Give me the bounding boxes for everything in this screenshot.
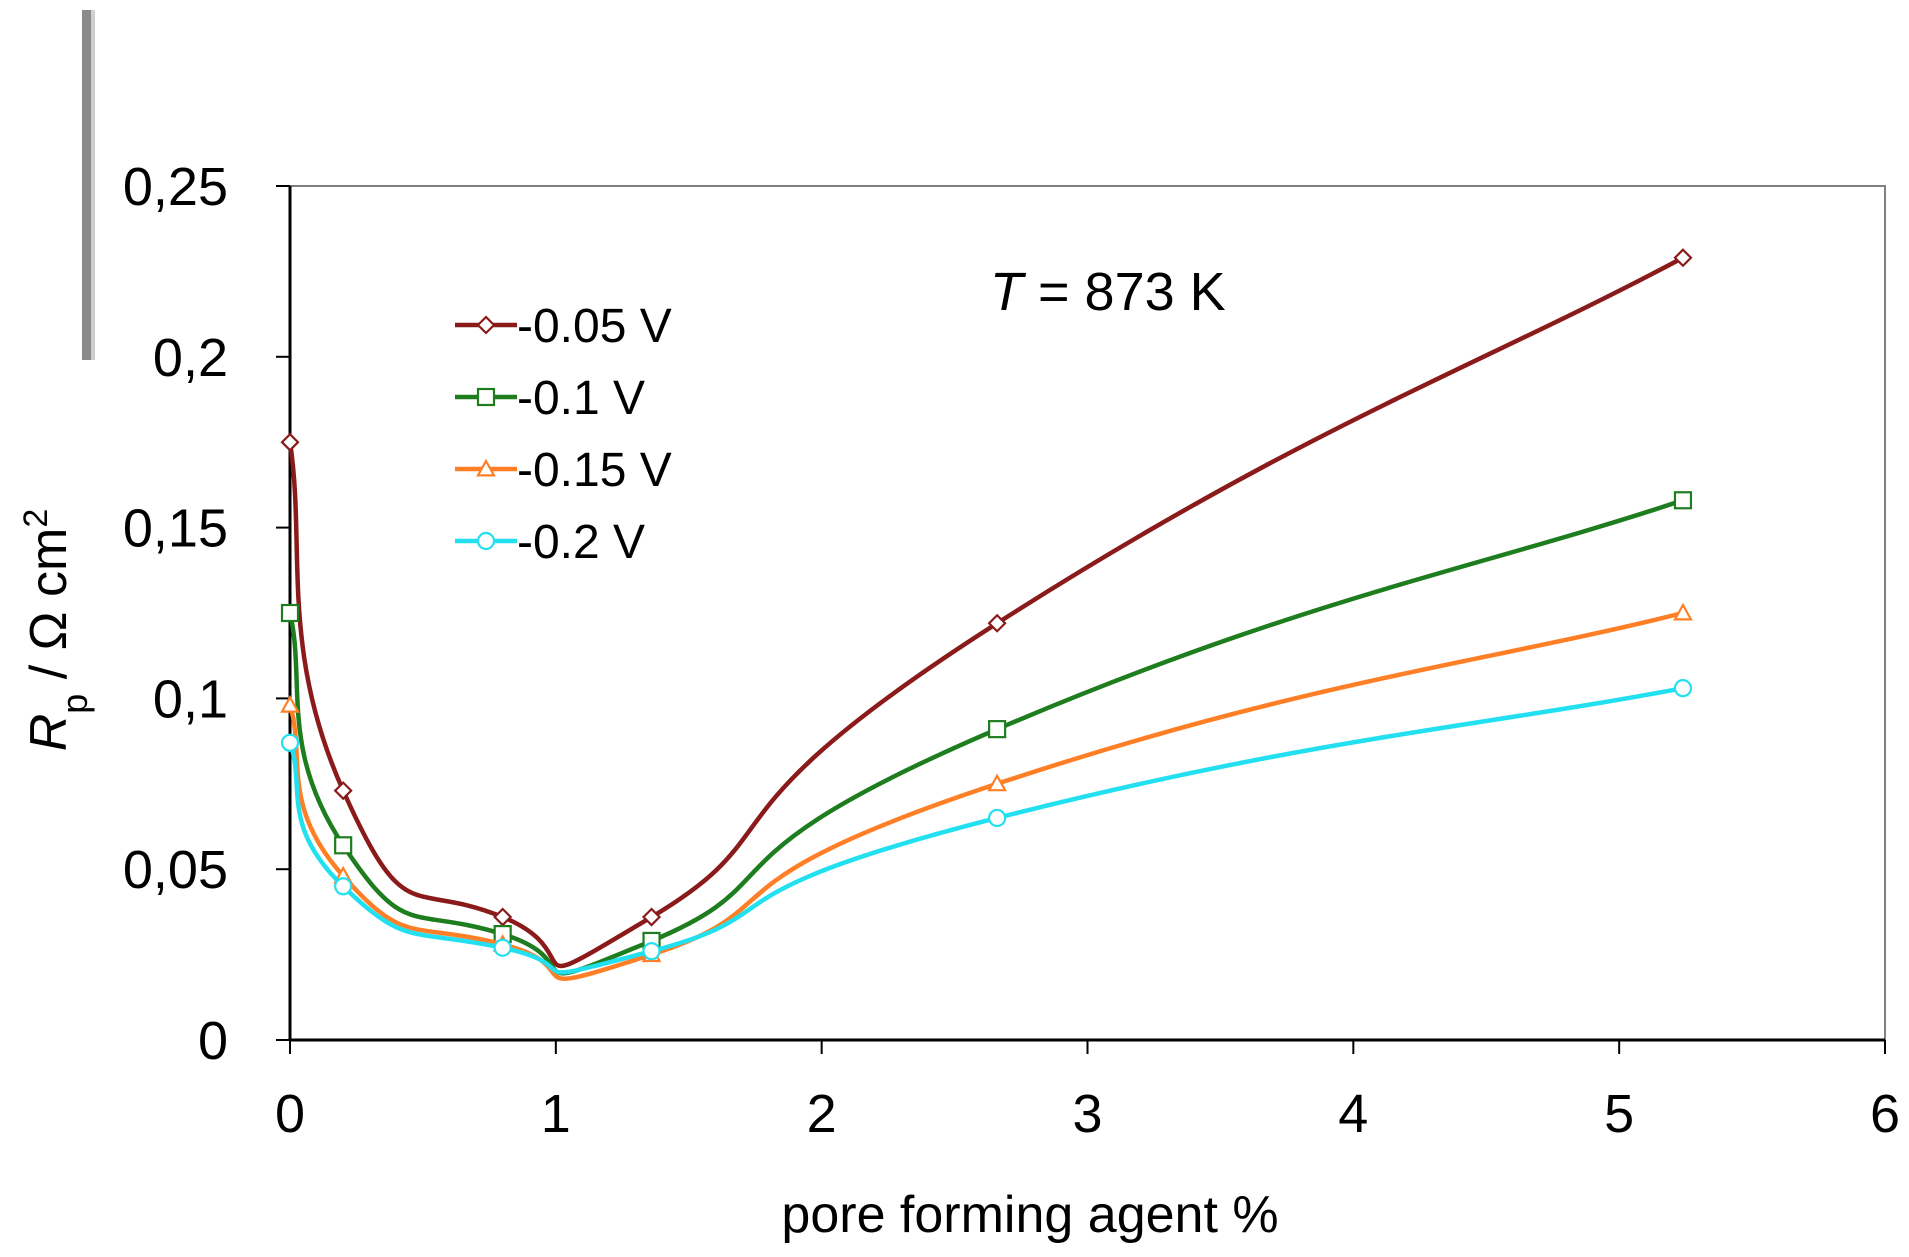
y-title-rest: / Ω cm (20, 528, 78, 694)
data-point (988, 808, 1007, 828)
x-tick-label: 5 (1604, 1084, 1634, 1144)
x-tick-label: 3 (1072, 1084, 1102, 1144)
data-point (493, 938, 512, 957)
data-point (988, 720, 1007, 739)
x-tick-label: 2 (807, 1084, 837, 1144)
data-point (1673, 248, 1693, 268)
data-point (641, 907, 662, 927)
y-title-italic: R (20, 714, 78, 752)
data-point (476, 458, 496, 477)
data-point (334, 836, 353, 855)
legend-item: -0.2 V (455, 516, 645, 569)
data-point (333, 781, 353, 801)
data-point (280, 432, 300, 452)
data-point (476, 531, 496, 551)
legend-label: -0.1 V (517, 372, 645, 425)
data-point (476, 315, 496, 335)
series-line (287, 498, 1684, 976)
legend-item: -0.1 V (455, 372, 645, 425)
x-tick-label: 1 (541, 1084, 571, 1144)
x-tick-label: 0 (275, 1084, 305, 1144)
legend-item: -0.15 V (455, 444, 672, 497)
x-tick-label: 4 (1338, 1084, 1368, 1144)
series-2 (280, 602, 1693, 981)
data-point (280, 603, 300, 623)
series-line (287, 255, 1685, 969)
legend-item: -0.05 V (455, 300, 672, 353)
y-tick-label: 0,2 (153, 328, 228, 388)
data-point (280, 733, 300, 752)
x-axis-title: pore forming agent % (781, 1186, 1278, 1244)
data-point (987, 613, 1007, 633)
data-point (280, 694, 300, 713)
y-axis-title: Rp / Ω cm2 (17, 509, 95, 752)
y-tick-label: 0 (198, 1011, 228, 1071)
data-point (1673, 679, 1693, 698)
decorative-bar (82, 10, 91, 360)
legend-label: -0.2 V (517, 516, 645, 569)
legend-label: -0.05 V (517, 300, 672, 353)
temperature-annotation: T = 873 K (990, 262, 1226, 322)
series-group (280, 248, 1693, 981)
data-point (476, 387, 496, 407)
y-tick-label: 0,15 (123, 499, 228, 559)
annotation-italic: T (990, 262, 1027, 322)
data-point (334, 877, 353, 896)
legend: -0.05 V -0.1 V -0.15 V -0.2 V (455, 300, 672, 569)
legend-label: -0.15 V (517, 444, 672, 497)
x-tick-label: 6 (1870, 1084, 1900, 1144)
series-1 (280, 491, 1693, 976)
series-line (287, 610, 1684, 981)
data-point (1673, 602, 1693, 621)
series-3 (280, 679, 1693, 975)
data-point (987, 773, 1007, 792)
y-title-sub: p (54, 694, 95, 714)
data-point (493, 907, 513, 927)
decorative-bar-shade (91, 10, 95, 360)
y-title-sup: 2 (17, 509, 55, 528)
y-tick-label: 0,25 (123, 157, 228, 217)
y-tick-label: 0,05 (123, 840, 228, 900)
data-point (642, 942, 661, 961)
data-point (1673, 491, 1693, 510)
series-0 (280, 248, 1693, 969)
annotation-text: = 873 K (1023, 262, 1226, 322)
y-tick-label: 0,1 (153, 669, 228, 729)
axes: 0 1 2 3 4 5 6 0 0,05 0,1 0,15 0,2 0,25 (123, 157, 1900, 1144)
